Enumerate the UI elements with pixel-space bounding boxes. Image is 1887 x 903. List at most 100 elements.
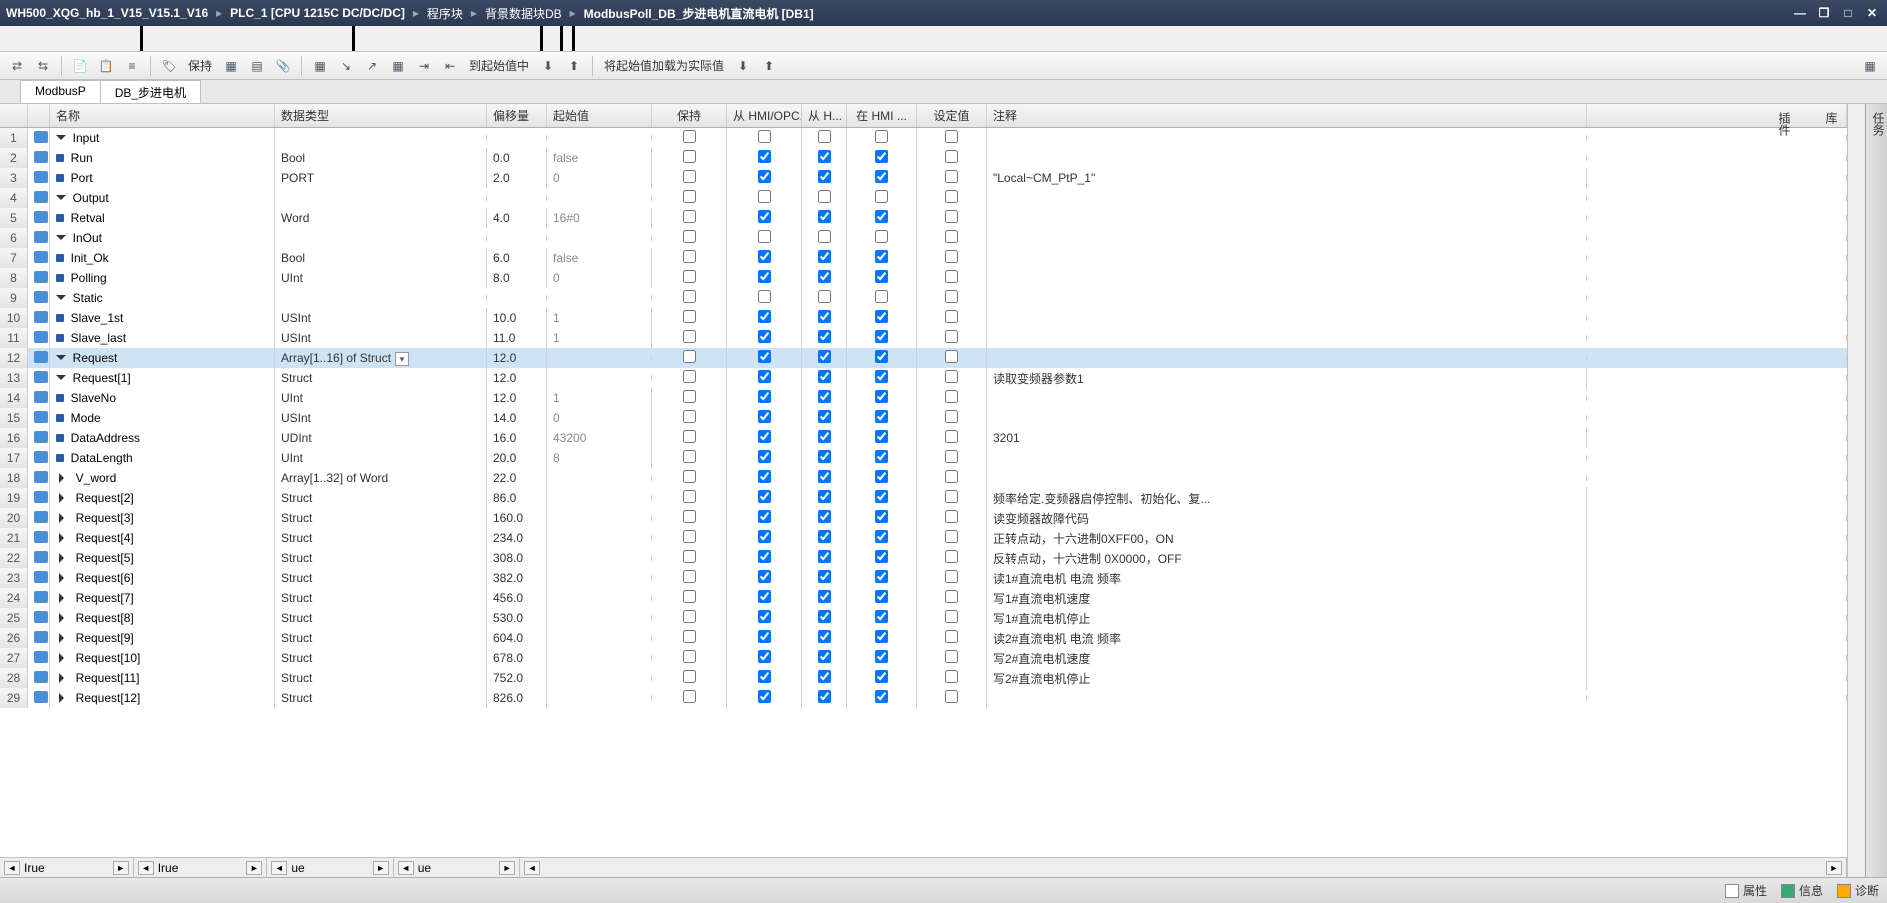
table-row[interactable]: 9 Static: [0, 288, 1847, 308]
cell-hmi3[interactable]: [847, 387, 917, 409]
cell-set[interactable]: [917, 407, 987, 429]
cell-name[interactable]: Slave_1st: [50, 308, 275, 328]
scroll-left-icon[interactable]: ◄: [524, 861, 540, 875]
cell-hmi1[interactable]: [727, 347, 802, 369]
cell-keep[interactable]: [652, 227, 727, 249]
cell-hmi2[interactable]: [802, 487, 847, 509]
cell-keep[interactable]: [652, 167, 727, 189]
status-diag[interactable]: 诊断: [1837, 882, 1879, 899]
cell-start[interactable]: [547, 515, 652, 521]
cell-start[interactable]: [547, 595, 652, 601]
cell-name[interactable]: Request[6]: [50, 568, 275, 588]
table-row[interactable]: 16 DataAddressUDInt16.0432003201: [0, 428, 1847, 448]
cell-keep[interactable]: [652, 247, 727, 269]
cell-set[interactable]: [917, 507, 987, 529]
cell-type[interactable]: Struct: [275, 568, 487, 588]
cell-keep[interactable]: [652, 128, 727, 149]
table-row[interactable]: 19 Request[2]Struct86.0频率给定.变频器启停控制、初始化、…: [0, 488, 1847, 508]
cell-comment[interactable]: [987, 215, 1587, 221]
cell-start[interactable]: [547, 615, 652, 621]
breadcrumb-item[interactable]: 程序块: [427, 5, 463, 22]
cell-type[interactable]: Bool: [275, 248, 487, 268]
cell-hmi2[interactable]: [802, 247, 847, 269]
tool-icon[interactable]: ⬆: [563, 55, 585, 77]
scroll-left-icon[interactable]: ◄: [4, 861, 20, 875]
cell-hmi2[interactable]: [802, 667, 847, 689]
cell-name[interactable]: Run: [50, 148, 275, 168]
cell-keep[interactable]: [652, 687, 727, 709]
cell-keep[interactable]: [652, 367, 727, 389]
cell-type[interactable]: PORT: [275, 168, 487, 188]
hscroll-segment[interactable]: ◄Irue►: [0, 858, 134, 877]
col-comment[interactable]: 注释: [987, 104, 1587, 127]
cell-hmi1[interactable]: [727, 227, 802, 249]
cell-hmi2[interactable]: [802, 527, 847, 549]
cell-hmi3[interactable]: [847, 347, 917, 369]
minimize-icon[interactable]: —: [1791, 6, 1809, 20]
cell-comment[interactable]: 3201: [987, 428, 1587, 448]
table-row[interactable]: 20 Request[3]Struct160.0读变频器故障代码: [0, 508, 1847, 528]
table-row[interactable]: 28 Request[11]Struct752.0写2#直流电机停止: [0, 668, 1847, 688]
cell-type[interactable]: UInt: [275, 448, 487, 468]
tool-icon[interactable]: ⇤: [439, 55, 461, 77]
expand-icon[interactable]: [59, 493, 69, 503]
scroll-left-icon[interactable]: ◄: [398, 861, 414, 875]
collapse-icon[interactable]: [56, 235, 66, 245]
cell-hmi1[interactable]: [727, 507, 802, 529]
cell-type[interactable]: [275, 195, 487, 201]
table-row[interactable]: 12 RequestArray[1..16] of Struct▾12.0: [0, 348, 1847, 368]
cell-start[interactable]: [547, 495, 652, 501]
cell-set[interactable]: [917, 227, 987, 249]
cell-hmi1[interactable]: [727, 607, 802, 629]
scroll-right-icon[interactable]: ►: [246, 861, 262, 875]
cell-hmi1[interactable]: [727, 447, 802, 469]
expand-icon[interactable]: [59, 473, 69, 483]
tool-icon[interactable]: ⬆: [758, 55, 780, 77]
collapse-icon[interactable]: [56, 195, 66, 205]
cell-hmi2[interactable]: [802, 467, 847, 489]
cell-start[interactable]: false: [547, 148, 652, 168]
cell-set[interactable]: [917, 167, 987, 189]
tool-icon[interactable]: ≡: [121, 55, 143, 77]
cell-hmi3[interactable]: [847, 447, 917, 469]
cell-name[interactable]: Init_Ok: [50, 248, 275, 268]
cell-keep[interactable]: [652, 587, 727, 609]
cell-hmi1[interactable]: [727, 267, 802, 289]
cell-hmi1[interactable]: [727, 627, 802, 649]
tab-modbus[interactable]: ModbusP: [20, 80, 101, 103]
cell-set[interactable]: [917, 487, 987, 509]
cell-comment[interactable]: [987, 195, 1587, 201]
col-set[interactable]: 设定值: [917, 104, 987, 127]
cell-type[interactable]: Struct: [275, 528, 487, 548]
cell-hmi3[interactable]: [847, 227, 917, 249]
cell-keep[interactable]: [652, 607, 727, 629]
col-hmi1[interactable]: 从 HMI/OPC...: [727, 104, 802, 127]
cell-comment[interactable]: [987, 135, 1587, 141]
cell-name[interactable]: Request[11]: [50, 668, 275, 688]
cell-set[interactable]: [917, 387, 987, 409]
cell-type[interactable]: UDInt: [275, 428, 487, 448]
cell-type[interactable]: UInt: [275, 388, 487, 408]
tool-icon[interactable]: ⇥: [413, 55, 435, 77]
cell-type[interactable]: Struct: [275, 588, 487, 608]
side-tab[interactable]: 插件: [1776, 112, 1793, 877]
cell-hmi2[interactable]: [802, 607, 847, 629]
close-icon[interactable]: ✕: [1863, 6, 1881, 20]
cell-name[interactable]: Request[2]: [50, 488, 275, 508]
cell-type[interactable]: Struct: [275, 668, 487, 688]
cell-hmi1[interactable]: [727, 407, 802, 429]
cell-type[interactable]: Array[1..16] of Struct▾: [275, 348, 487, 369]
scroll-left-icon[interactable]: ◄: [271, 861, 287, 875]
tool-icon[interactable]: ⇄: [6, 55, 28, 77]
cell-name[interactable]: Static: [50, 288, 275, 308]
cell-hmi1[interactable]: [727, 367, 802, 389]
cell-type[interactable]: Word: [275, 208, 487, 228]
cell-hmi1[interactable]: [727, 647, 802, 669]
cell-keep[interactable]: [652, 447, 727, 469]
cell-set[interactable]: [917, 647, 987, 669]
cell-hmi2[interactable]: [802, 287, 847, 309]
cell-hmi1[interactable]: [727, 207, 802, 229]
cell-hmi1[interactable]: [727, 567, 802, 589]
expand-icon[interactable]: [59, 633, 69, 643]
cell-name[interactable]: Polling: [50, 268, 275, 288]
